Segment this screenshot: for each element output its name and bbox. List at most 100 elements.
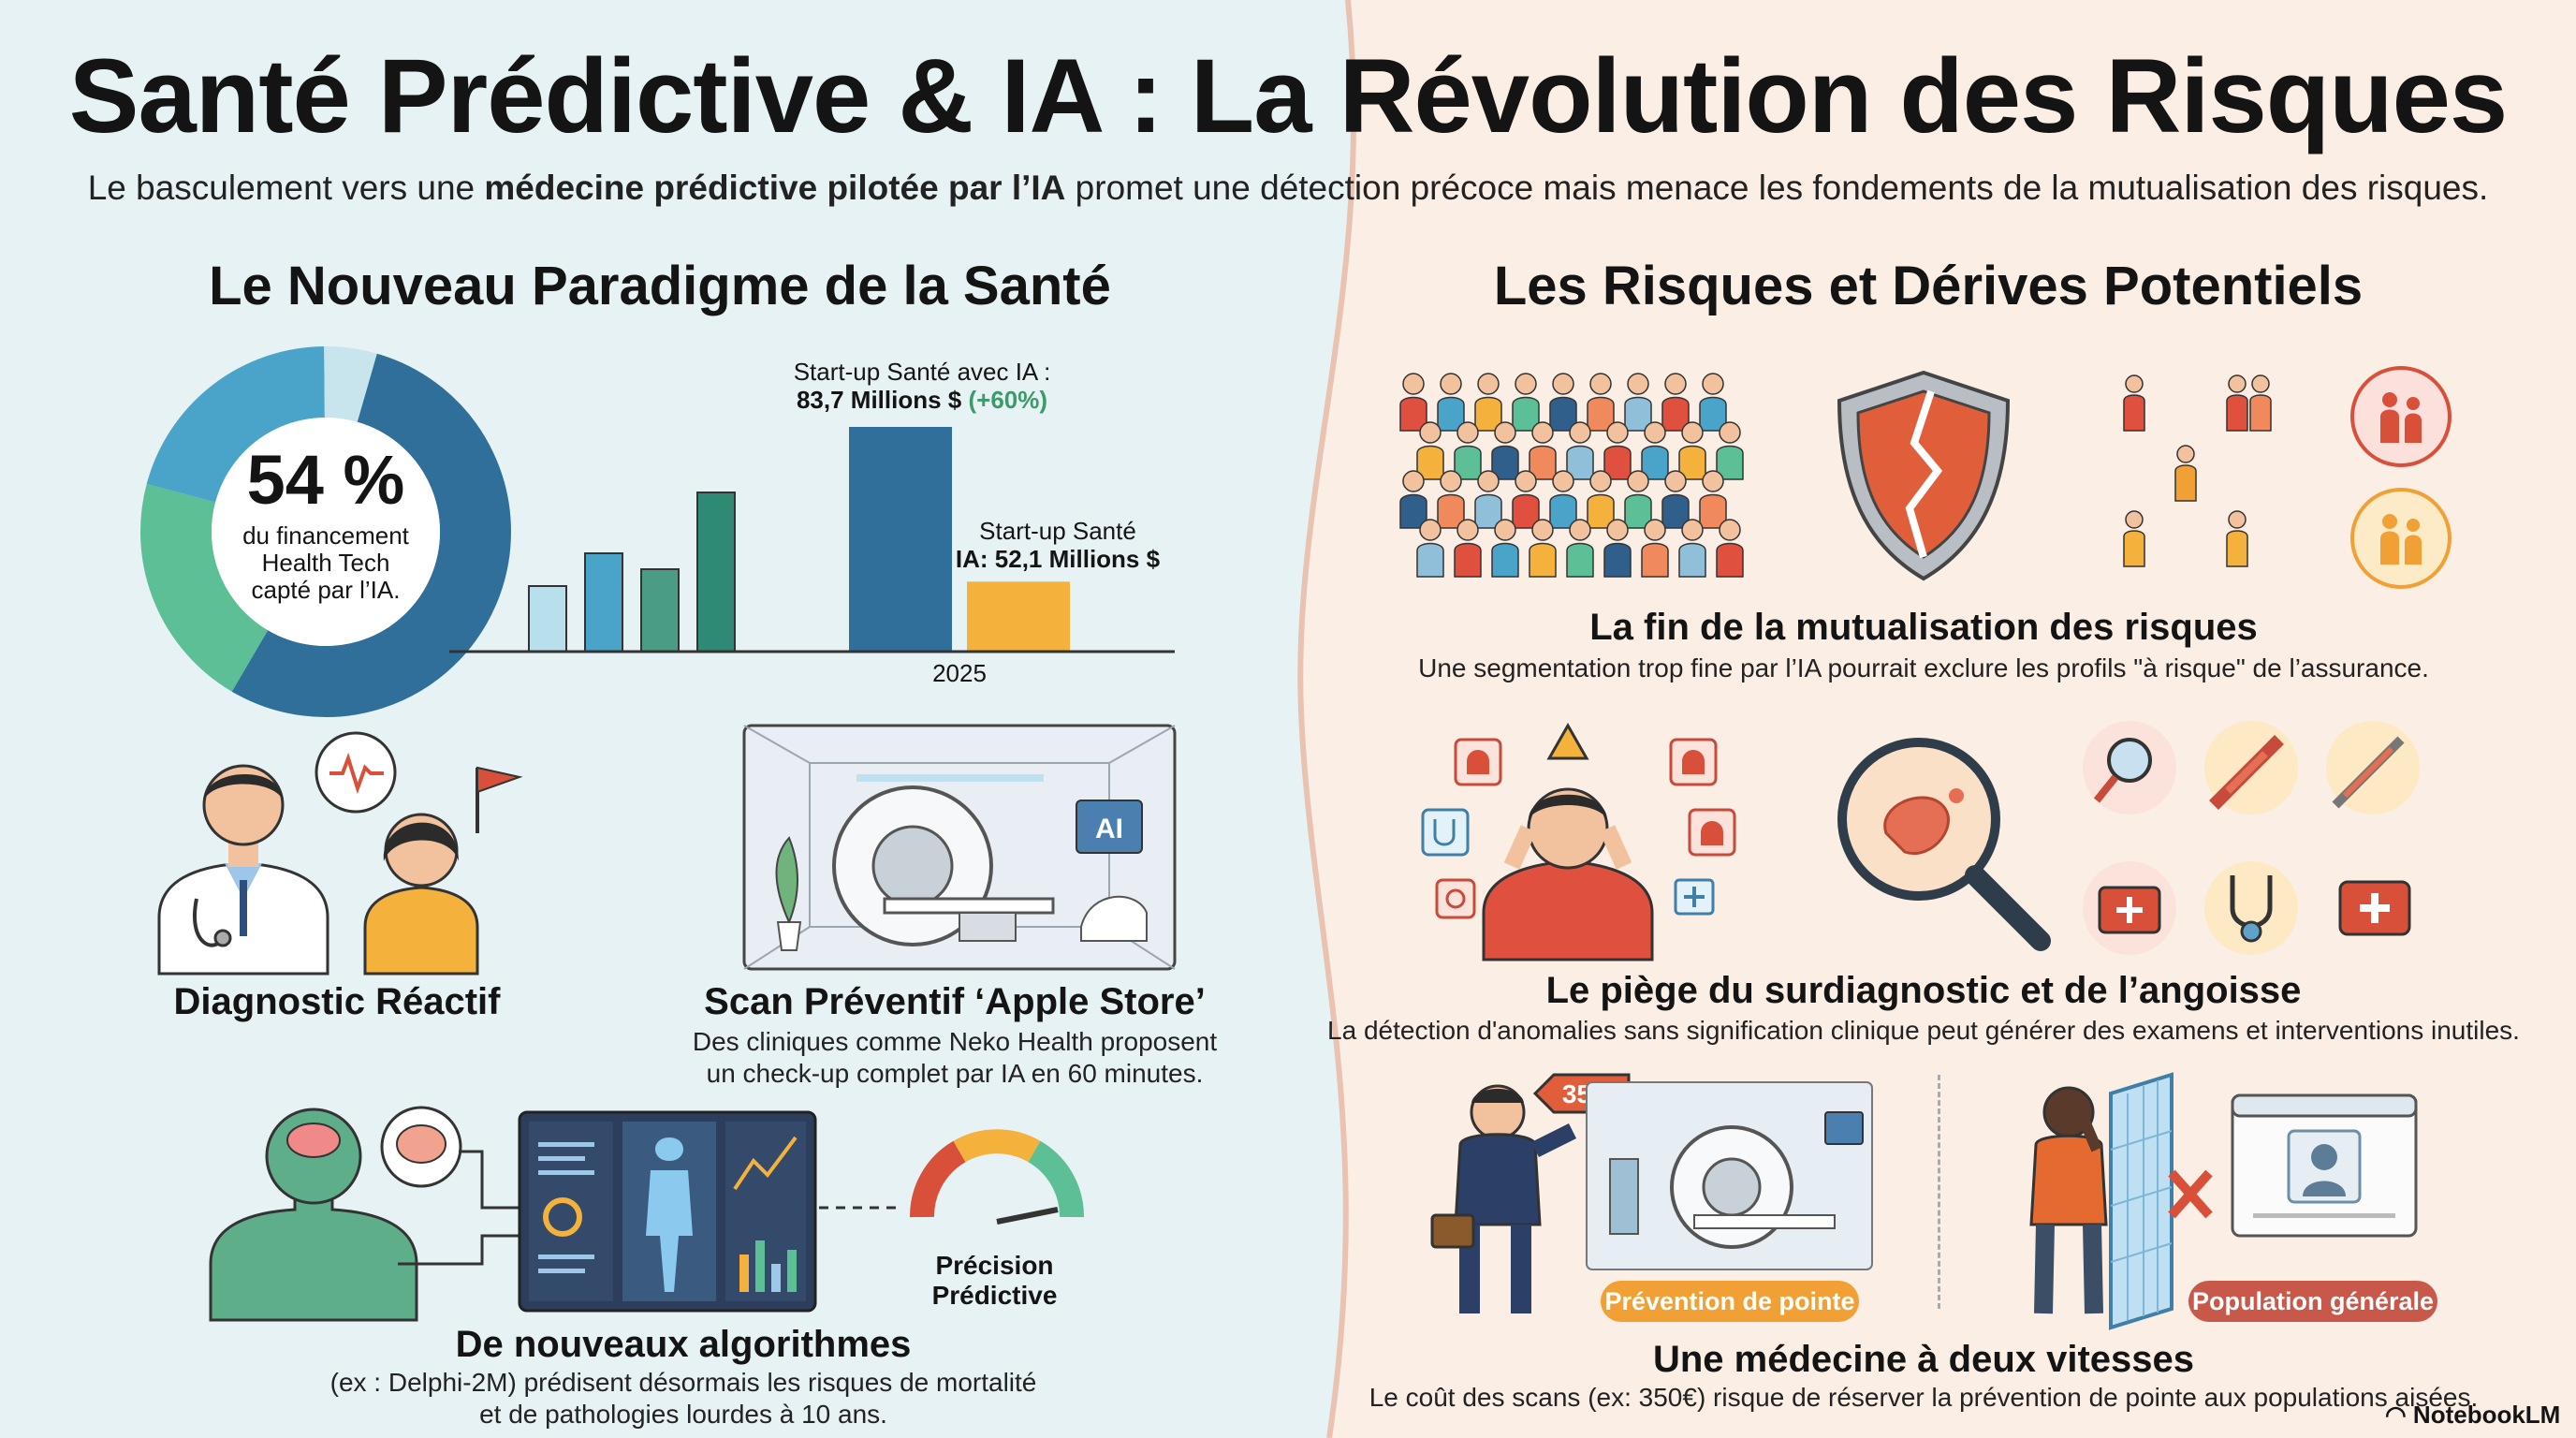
person-icon bbox=[1549, 470, 1577, 529]
plant-icon bbox=[775, 836, 802, 951]
patient-icon bbox=[363, 813, 479, 976]
brand-watermark: ◠ NotebookLM bbox=[2385, 1401, 2561, 1429]
person-icon bbox=[1437, 470, 1465, 529]
person-icon bbox=[1587, 373, 1615, 432]
mutualisation-description: Une segmentation trop fine par l’IA pour… bbox=[1418, 653, 2429, 682]
algorithms-label: De nouveaux algorithmes bbox=[455, 1324, 912, 1365]
bar-ai-startup bbox=[849, 427, 952, 652]
reactive-diagnostic-label: Diagnostic Réactif bbox=[173, 981, 501, 1022]
bar bbox=[696, 492, 736, 653]
person-icon bbox=[1699, 373, 1727, 432]
donut-slice-ia bbox=[231, 353, 511, 717]
chair-icon bbox=[1080, 895, 1148, 942]
person-icon bbox=[1624, 470, 1652, 529]
person-icon bbox=[1566, 519, 1594, 578]
mutualisation-label: La fin de la mutualisation des risques bbox=[1589, 607, 2258, 648]
brain-bubble-icon bbox=[380, 1106, 462, 1188]
person-icon bbox=[1399, 373, 1427, 432]
businessman-icon bbox=[1430, 1084, 1577, 1313]
doctor-patient-illustration bbox=[157, 731, 523, 976]
person-icon bbox=[1678, 421, 1706, 480]
funding-donut-chart bbox=[140, 346, 511, 717]
broken-shield-icon bbox=[1837, 370, 2011, 581]
person-icon bbox=[1437, 373, 1465, 432]
donut-value: 54 % bbox=[246, 441, 405, 519]
two-speed-description: Le coût des scans (ex: 350€) risque de r… bbox=[1368, 1383, 2479, 1412]
worried-person-icon bbox=[2029, 1086, 2108, 1314]
startup-bar-chart bbox=[449, 427, 1175, 653]
person-brain-icon bbox=[209, 1108, 418, 1322]
person-icon bbox=[1529, 421, 1557, 480]
person-icon bbox=[1512, 373, 1540, 432]
anxious-person-illustration bbox=[1421, 722, 1736, 961]
stethoscope-icon bbox=[2204, 861, 2298, 955]
person-icon bbox=[1716, 421, 1744, 480]
speech-bubble-heart-icon bbox=[315, 731, 397, 814]
svg-text:AI: AI bbox=[1095, 814, 1123, 844]
alarm-icon bbox=[1669, 738, 1718, 786]
person-icon bbox=[1491, 421, 1519, 480]
algorithms-description: (ex : Delphi-2M) prédisent désormais les… bbox=[329, 1368, 1037, 1429]
person-icon bbox=[1416, 421, 1444, 480]
group-badge-icon bbox=[2350, 366, 2452, 467]
dashboard-screen-icon bbox=[518, 1110, 817, 1313]
person-icon bbox=[1529, 519, 1557, 578]
scan-room-icon bbox=[1586, 1081, 1873, 1270]
syringe-icon bbox=[2204, 721, 2298, 814]
person-icon bbox=[1678, 519, 1706, 578]
donut-slice-other bbox=[323, 346, 377, 423]
group-badge-icon bbox=[2350, 488, 2452, 589]
person-icon bbox=[1603, 519, 1632, 578]
overdiagnosis-description: La détection d'anomalies sans significat… bbox=[1327, 1016, 2520, 1045]
person-icon bbox=[1491, 519, 1519, 578]
bar bbox=[584, 552, 623, 653]
person-icon bbox=[1416, 519, 1444, 578]
alarm-icon bbox=[1454, 738, 1502, 786]
person-icon bbox=[1716, 519, 1744, 578]
businessman-scan-illustration: 350€ bbox=[1430, 1073, 1873, 1313]
magnifier-cell-icon bbox=[1837, 738, 2051, 951]
gauge-icon bbox=[909, 1129, 1085, 1225]
bar-label-ai: Start-up Santé avec IA : 83,7 Millions $… bbox=[793, 358, 1051, 414]
doctor-icon bbox=[157, 764, 329, 976]
bar-plain-startup bbox=[967, 581, 1070, 652]
donut-slice-other bbox=[146, 346, 326, 504]
person-icon bbox=[1454, 519, 1482, 578]
person-icon bbox=[1512, 470, 1540, 529]
excluded-person-illustration bbox=[2029, 1072, 2418, 1330]
person-icon bbox=[1661, 470, 1690, 529]
person-icon bbox=[1661, 373, 1690, 432]
person-icon bbox=[2226, 374, 2248, 432]
person-icon bbox=[1474, 470, 1502, 529]
alarm-icon bbox=[1688, 808, 1736, 857]
donut-slice-other bbox=[140, 483, 270, 692]
medical-kit-icon bbox=[2083, 861, 2176, 955]
person-icon bbox=[1641, 421, 1669, 480]
person-icon bbox=[1641, 519, 1669, 578]
person-icon bbox=[2123, 510, 2145, 567]
camera-icon bbox=[1435, 878, 1476, 919]
red-cross-icon bbox=[2168, 1169, 2213, 1219]
overdiagnosis-label: Le piège du surdiagnostic et de l’angois… bbox=[1545, 970, 2302, 1011]
person-icon bbox=[1549, 373, 1577, 432]
glass-door-icon bbox=[2109, 1072, 2174, 1330]
general-population-pill: Population générale bbox=[2188, 1281, 2437, 1322]
person-icon bbox=[1454, 421, 1482, 480]
premium-prevention-pill: Prévention de pointe bbox=[1601, 1281, 1859, 1322]
algorithm-illustration bbox=[209, 1106, 1085, 1322]
profile-screen-icon bbox=[2231, 1093, 2418, 1238]
person-icon bbox=[1603, 421, 1632, 480]
red-flag-icon bbox=[476, 766, 523, 833]
page-subtitle: Le basculement vers une médecine prédict… bbox=[87, 169, 2489, 207]
gauge-label: Précision Prédictive bbox=[931, 1251, 1058, 1310]
ai-screen-icon: AI bbox=[1076, 800, 1143, 854]
stethoscope-icon bbox=[1421, 808, 1470, 857]
right-section-heading: Les Risques et Dérives Potentiels bbox=[1493, 256, 2364, 316]
divider bbox=[1938, 1075, 1940, 1309]
person-icon bbox=[1566, 421, 1594, 480]
bar bbox=[640, 568, 680, 653]
page-title: Santé Prédictive & IA : La Révolution de… bbox=[68, 37, 2508, 154]
bar bbox=[528, 585, 567, 653]
scan-room-illustration: AI bbox=[742, 724, 1177, 971]
person-icon bbox=[2174, 445, 2197, 502]
